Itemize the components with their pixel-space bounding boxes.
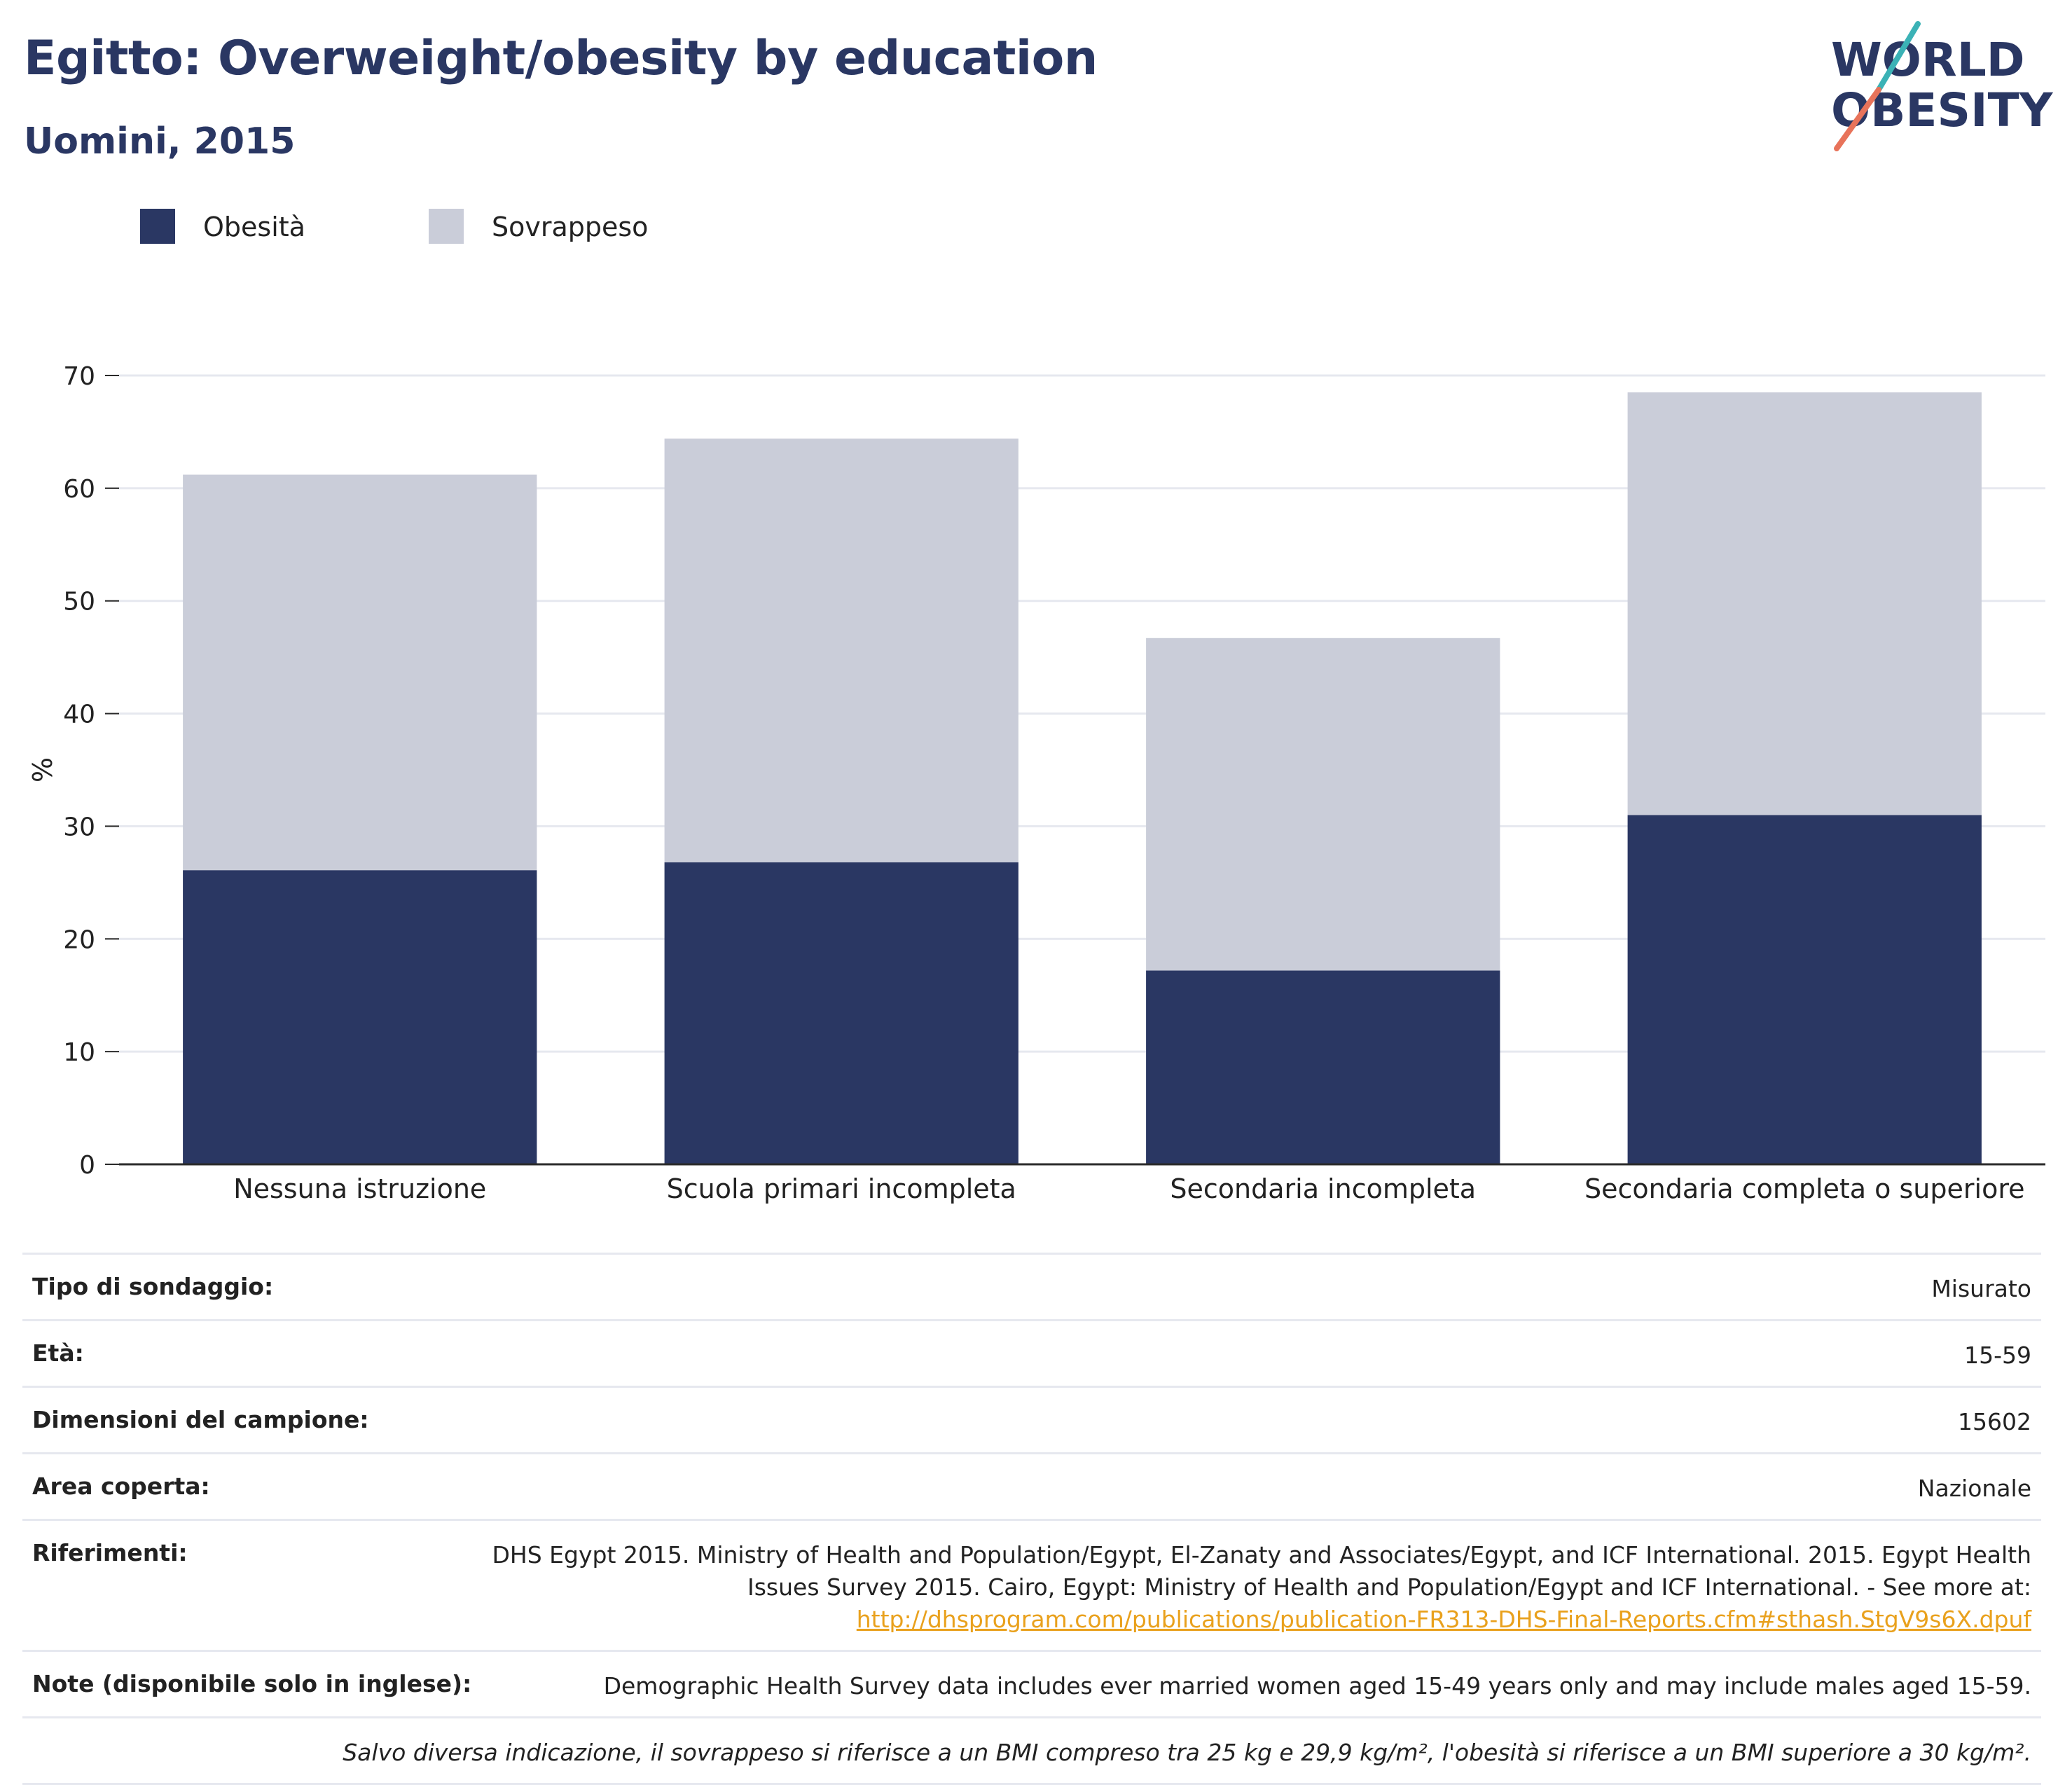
logo-slash-coral (1834, 87, 1881, 151)
legend-label-overweight: Sovrappeso (492, 212, 649, 242)
legend-label-obesity: Obesità (203, 212, 305, 242)
bmi-footnote: Salvo diversa indicazione, il sovrappeso… (343, 1739, 2031, 1766)
y-tick-label: 30 (63, 813, 95, 841)
x-tick-label: Secondaria incompleta (1170, 1173, 1476, 1204)
info-label-sample-size: Dimensioni del campione: (32, 1406, 369, 1433)
bar-obesity (1627, 815, 1982, 1164)
chart-subtitle: Uomini, 2015 (24, 120, 296, 163)
survey-info-table: Tipo di sondaggio: Misurato Età: 15-59 D… (22, 1253, 2041, 1785)
info-value-area: Nazionale (1917, 1475, 2031, 1502)
y-tick-label: 70 (63, 362, 95, 391)
logo-slash-teal (1876, 21, 1921, 92)
y-tick-label: 10 (63, 1038, 95, 1067)
info-value-age: 15-59 (1964, 1342, 2031, 1369)
bar-overweight (183, 474, 537, 871)
references-link[interactable]: http://dhsprogram.com/publications/publi… (856, 1606, 2031, 1633)
world-obesity-logo: WORLD OBESITY (1831, 21, 2054, 151)
x-tick-label: Nessuna istruzione (233, 1173, 486, 1204)
y-tick-label: 40 (63, 701, 95, 729)
x-tick-label: Scuola primari incompleta (667, 1173, 1016, 1204)
y-tick-label: 50 (63, 588, 95, 616)
bar-obesity (1146, 970, 1500, 1164)
info-label-area: Area coperta: (32, 1473, 210, 1500)
logo-text-obesity: OBESITY (1831, 83, 2054, 137)
info-label-notes: Note (disponibile solo in inglese): (32, 1670, 472, 1697)
info-value-sample-size: 15602 (1958, 1408, 2031, 1435)
info-row-footnote: Salvo diversa indicazione, il sovrappeso… (22, 1716, 2041, 1785)
info-label-references: Riferimenti: (32, 1539, 188, 1566)
y-tick-label: 20 (63, 925, 95, 954)
info-value-notes: Demographic Health Survey data includes … (603, 1672, 2031, 1700)
info-row-age: Età: 15-59 (22, 1319, 2041, 1386)
info-label-age: Età: (32, 1339, 84, 1367)
stacked-bar-chart: 0 10 20 30 40 50 60 70% Nessuna istruzione Scuola… (27, 362, 2045, 1204)
logo-text-world: WORLD (1831, 33, 2025, 87)
y-axis-label: % (27, 757, 58, 783)
y-tick-label: 0 (79, 1151, 95, 1180)
info-row-references: Riferimenti: DHS Egypt 2015. Ministry of… (22, 1519, 2041, 1650)
references-text-line1: DHS Egypt 2015. Ministry of Health and P… (492, 1541, 2031, 1569)
legend-swatch-overweight (429, 209, 464, 244)
info-row-notes: Note (disponibile solo in inglese): Demo… (22, 1650, 2041, 1716)
references-text-line2: Issues Survey 2015. Cairo, Egypt: Minist… (747, 1573, 2031, 1601)
bar-overweight (664, 439, 1018, 862)
info-row-sample-size: Dimensioni del campione: 15602 (22, 1386, 2041, 1452)
info-value-references: DHS Egypt 2015. Ministry of Health and P… (492, 1539, 2031, 1636)
legend-swatch-obesity (140, 209, 175, 244)
info-value-survey-type: Misurato (1931, 1275, 2031, 1302)
bar-obesity (183, 870, 537, 1164)
y-tick-label: 60 (63, 475, 95, 504)
bar-obesity (664, 862, 1018, 1164)
info-row-survey-type: Tipo di sondaggio: Misurato (22, 1253, 2041, 1319)
chart-title: Egitto: Overweight/obesity by education (24, 31, 1098, 86)
info-row-area: Area coperta: Nazionale (22, 1452, 2041, 1519)
x-tick-label: Secondaria completa o superiore (1584, 1173, 2024, 1204)
info-label-survey-type: Tipo di sondaggio: (32, 1273, 274, 1300)
bar-overweight (1627, 392, 1982, 815)
bar-overweight (1146, 638, 1500, 971)
